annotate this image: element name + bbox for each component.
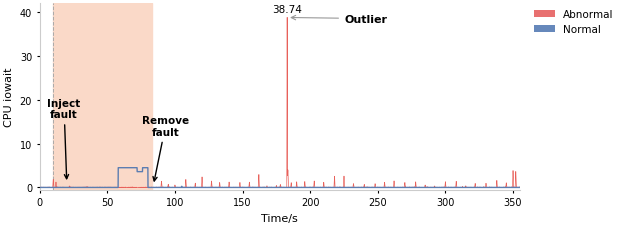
- Text: 38.74: 38.74: [272, 5, 302, 15]
- Text: Remove
fault: Remove fault: [142, 116, 189, 181]
- Legend: Abnormal, Normal: Abnormal, Normal: [530, 6, 618, 39]
- X-axis label: Time/s: Time/s: [261, 213, 298, 223]
- Text: Inject
fault: Inject fault: [47, 98, 81, 179]
- Text: Outlier: Outlier: [291, 15, 387, 25]
- Y-axis label: CPU iowait: CPU iowait: [4, 67, 14, 127]
- Bar: [53, 4, 152, 190]
